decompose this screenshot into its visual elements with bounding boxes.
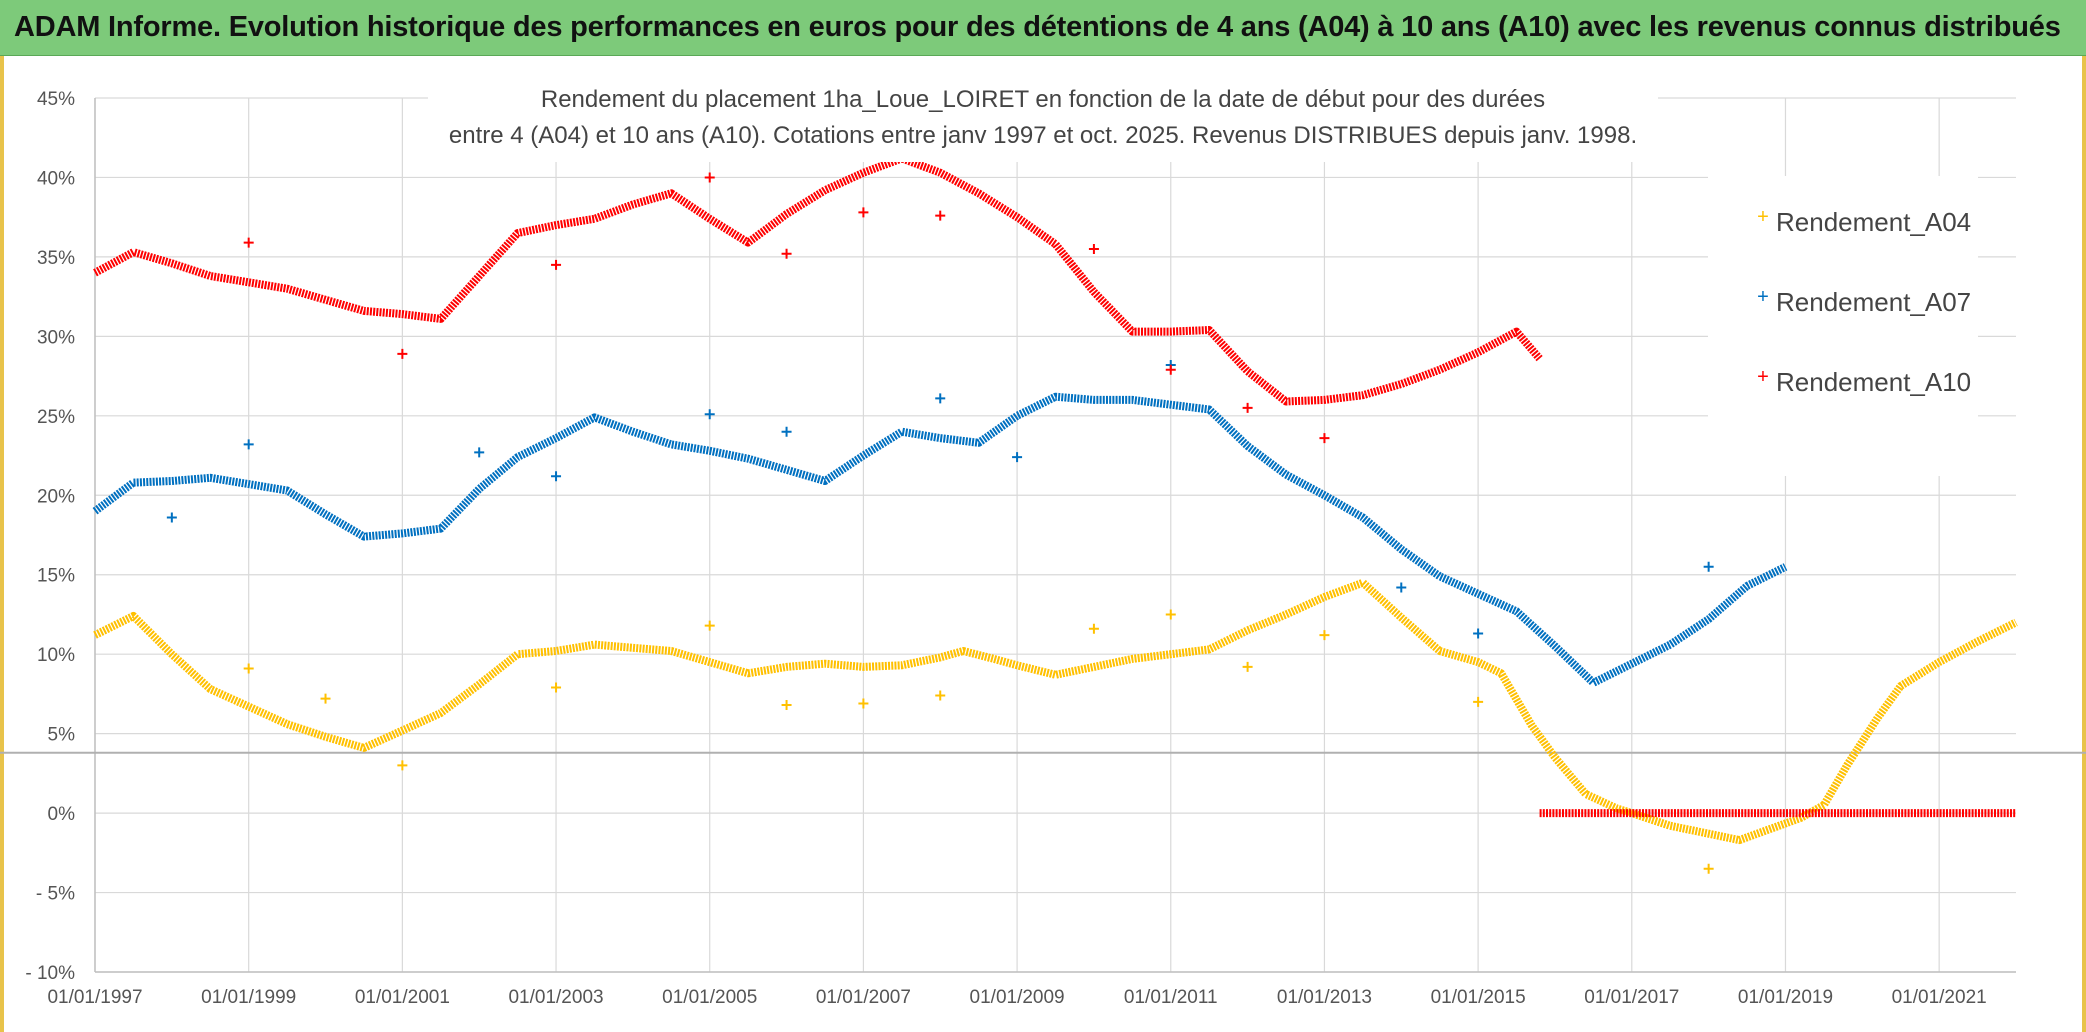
y-tick-label: - 10% [25, 963, 75, 984]
data-point-rendement-a04 [551, 682, 562, 693]
x-tick-label: 01/01/2007 [816, 987, 911, 1008]
chart-area [0, 56, 2086, 1032]
legend-label-a07: Rendement_A07 [1776, 287, 1971, 317]
data-point-rendement-a07 [166, 512, 177, 523]
y-tick-label: 5% [48, 725, 76, 746]
data-point-rendement-a07 [1396, 582, 1407, 593]
x-tick-label: 01/01/2015 [1431, 987, 1526, 1008]
x-tick-label: 01/01/1999 [201, 987, 296, 1008]
data-point-rendement-a04 [781, 700, 792, 711]
y-tick-label: 25% [37, 407, 75, 428]
series-rendement-a07 [92, 359, 1788, 687]
x-tick-label: 01/01/2003 [508, 987, 603, 1008]
y-tick-label: 30% [37, 327, 75, 348]
y-tick-label: 15% [37, 566, 75, 587]
data-point-rendement-a07 [1012, 452, 1023, 463]
legend-marker-a10: + [1757, 366, 1769, 388]
report-title: ADAM Informe. Evolution historique des p… [14, 11, 2061, 43]
axis-labels: 45% 40% 35% 30% 25% 20% 15% 10% 5% 0% - 5% - 10% 01/… [25, 89, 1986, 1008]
yield-chart: 45% 40% 35% 30% 25% 20% 15% 10% 5% 0% - 5% - 10% 01/… [0, 72, 2086, 1008]
data-point-rendement-a04 [858, 698, 869, 709]
data-point-rendement-a07 [935, 393, 946, 404]
data-point-rendement-a04 [1088, 623, 1099, 634]
data-point-rendement-a10 [858, 207, 869, 218]
y-tick-label: 0% [48, 804, 76, 825]
series-layer [92, 154, 2018, 874]
data-point-rendement-a04 [320, 693, 331, 704]
data-point-rendement-a04 [1319, 630, 1330, 641]
x-tick-label: 01/01/2005 [662, 987, 757, 1008]
data-point-rendement-a07 [243, 439, 254, 450]
series-line-rendement-a04 [93, 578, 2018, 845]
x-tick-label: 01/01/2019 [1738, 987, 1833, 1008]
x-tick-label: 01/01/2021 [1892, 987, 1987, 1008]
x-tick-label: 01/01/2011 [1124, 987, 1218, 1008]
data-point-rendement-a07 [474, 447, 485, 458]
data-point-rendement-a04 [1242, 661, 1253, 672]
y-tick-label: 10% [37, 645, 75, 666]
chart-title-background [428, 72, 1658, 162]
data-point-rendement-a10 [551, 259, 562, 270]
data-point-rendement-a04 [1473, 696, 1484, 707]
data-point-rendement-a04 [704, 620, 715, 631]
y-tick-label: 40% [37, 168, 75, 189]
legend-label-a10: Rendement_A10 [1776, 367, 1971, 397]
legend: + Rendement_A04 + Rendement_A07 + Rendem… [1708, 176, 1978, 476]
data-point-rendement-a10 [243, 237, 254, 248]
data-point-rendement-a10 [1088, 243, 1099, 254]
data-point-rendement-a07 [704, 409, 715, 420]
data-point-rendement-a10 [1165, 364, 1176, 375]
legend-label-a04: Rendement_A04 [1776, 207, 1971, 237]
legend-marker-a04: + [1757, 206, 1769, 228]
x-tick-label: 01/01/2001 [355, 987, 450, 1008]
data-point-rendement-a04 [1703, 863, 1714, 874]
data-point-rendement-a10 [704, 172, 715, 183]
y-tick-label: 20% [37, 486, 75, 507]
x-tick-label: 01/01/1997 [47, 987, 142, 1008]
series-rendement-a04 [93, 578, 2018, 874]
data-point-rendement-a04 [397, 760, 408, 771]
data-point-rendement-a04 [1165, 609, 1176, 620]
series-rendement-a10 [93, 154, 2016, 818]
y-tick-label: 35% [37, 248, 75, 269]
report-header: ADAM Informe. Evolution historique des p… [0, 0, 2086, 56]
data-point-rendement-a07 [781, 426, 792, 437]
data-point-rendement-a10 [1242, 402, 1253, 413]
data-point-rendement-a10 [397, 348, 408, 359]
y-tick-label: - 5% [36, 884, 75, 905]
data-point-rendement-a07 [1703, 561, 1714, 572]
chart-title-line-1: Rendement du placement 1ha_Loue_LOIRET e… [541, 86, 1545, 113]
y-tick-label: 45% [37, 89, 75, 110]
legend-marker-a07: + [1757, 286, 1769, 308]
legend-background [1708, 176, 1978, 476]
x-tick-label: 01/01/2009 [970, 987, 1065, 1008]
x-tick-label: 01/01/2013 [1277, 987, 1372, 1008]
series-line-rendement-a07 [92, 392, 1788, 687]
data-point-rendement-a04 [243, 663, 254, 674]
chart-title-line-2: entre 4 (A04) et 10 ans (A10). Cotations… [449, 122, 1637, 149]
data-point-rendement-a04 [935, 690, 946, 701]
data-point-rendement-a10 [781, 248, 792, 259]
x-tick-label: 01/01/2017 [1584, 987, 1679, 1008]
data-point-rendement-a07 [1473, 628, 1484, 639]
data-point-rendement-a10 [1319, 433, 1330, 444]
series-line-rendement-a10 [93, 154, 1543, 406]
data-point-rendement-a10 [935, 210, 946, 221]
data-point-rendement-a07 [551, 471, 562, 482]
